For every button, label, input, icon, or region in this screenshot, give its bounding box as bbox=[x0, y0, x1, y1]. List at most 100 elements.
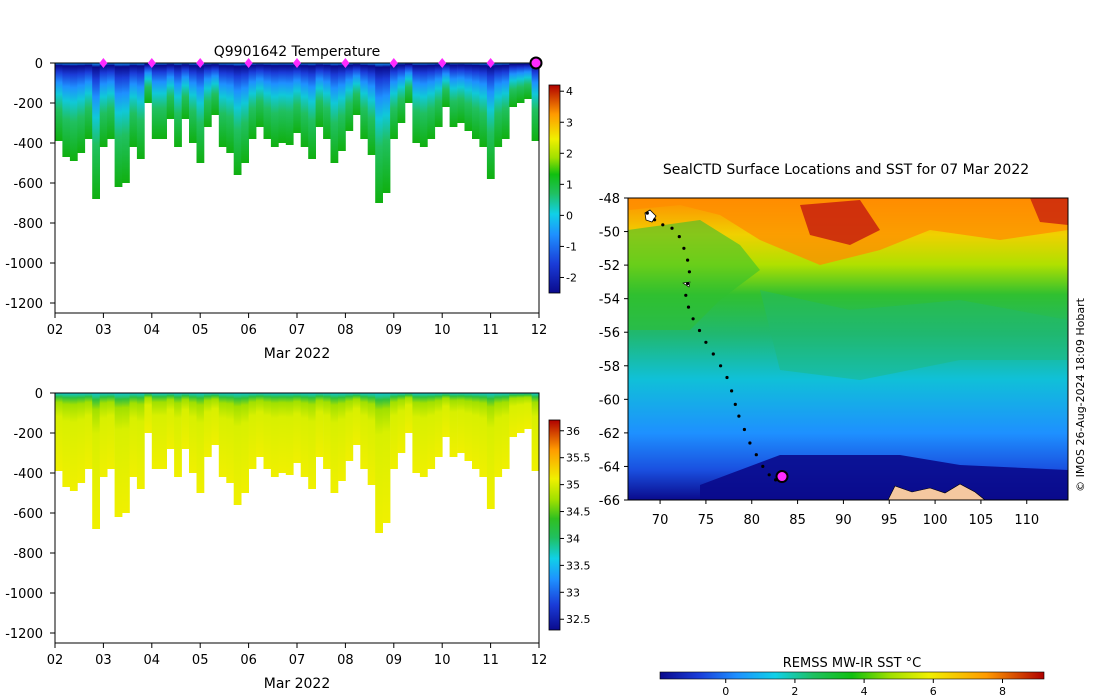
colorbar-tick-label: 33.5 bbox=[566, 559, 591, 572]
profile-column bbox=[122, 63, 130, 183]
profile-column bbox=[77, 393, 86, 483]
x-tick-label: 12 bbox=[531, 323, 548, 338]
profile-column bbox=[479, 393, 488, 477]
sst-cold-band bbox=[700, 455, 1068, 500]
profile-column bbox=[99, 393, 108, 477]
profile-column bbox=[412, 63, 421, 143]
y-tick-label: -600 bbox=[13, 507, 43, 522]
profile-column bbox=[129, 63, 138, 147]
profile-column bbox=[129, 393, 138, 477]
surface-marker bbox=[147, 58, 156, 68]
profile-column bbox=[531, 393, 540, 471]
profile-column bbox=[390, 393, 398, 469]
profile-column bbox=[181, 393, 190, 449]
map-x-tick-label: 110 bbox=[1014, 513, 1039, 528]
x-tick-label: 03 bbox=[95, 653, 112, 668]
profile-column bbox=[486, 63, 495, 179]
profile-column bbox=[427, 63, 436, 139]
sst-hot-patch bbox=[800, 200, 880, 245]
y-tick-label: -400 bbox=[13, 137, 43, 152]
profile-column bbox=[382, 393, 391, 523]
profile-column bbox=[226, 63, 235, 153]
y-tick-label: -1000 bbox=[5, 257, 43, 272]
track-point bbox=[767, 473, 771, 477]
profile-column bbox=[442, 393, 450, 437]
profile-column bbox=[293, 393, 302, 463]
x-tick-label: 05 bbox=[192, 653, 209, 668]
y-tick-label: -600 bbox=[13, 177, 43, 192]
profile-column bbox=[159, 393, 167, 469]
profile-column bbox=[345, 393, 354, 461]
profile-column bbox=[122, 393, 130, 513]
colorbar-tick-label: 35 bbox=[566, 479, 580, 492]
profile-column bbox=[494, 393, 503, 477]
track-point bbox=[730, 389, 734, 393]
profile-column bbox=[218, 393, 227, 477]
sst-colorbar-ticks: 0 2 4 6 8 bbox=[722, 679, 1006, 698]
profile-column bbox=[352, 393, 361, 445]
profile-column bbox=[278, 63, 287, 143]
map-x-tick-label: 105 bbox=[969, 513, 994, 528]
y-tick-label: -1200 bbox=[5, 627, 43, 642]
map-x-tick-label: 95 bbox=[881, 513, 898, 528]
x-tick-label: 06 bbox=[240, 323, 257, 338]
y-tick-label: 0 bbox=[35, 57, 43, 72]
profile-column bbox=[501, 63, 510, 139]
profile-column bbox=[457, 393, 465, 453]
current-position-marker bbox=[529, 56, 543, 70]
colorbar-tick-label: 35.5 bbox=[566, 452, 591, 465]
profile-column bbox=[248, 63, 257, 139]
salinity-profiles bbox=[55, 393, 540, 533]
profile-column bbox=[501, 393, 510, 469]
profile-column bbox=[62, 63, 71, 157]
sst-map-panel: SealCTD Surface Locations and SST for 07… bbox=[599, 162, 1087, 698]
sst-colorbar-tick-label: 2 bbox=[791, 685, 798, 698]
profile-column bbox=[367, 63, 376, 155]
profile-column bbox=[464, 393, 473, 461]
map-x-tick-label: 70 bbox=[652, 513, 669, 528]
x-tick-label: 09 bbox=[386, 653, 403, 668]
track-point bbox=[704, 340, 708, 344]
colorbar-tick-label: -2 bbox=[566, 271, 577, 284]
track-point bbox=[684, 293, 688, 297]
x-tick-label: 10 bbox=[434, 653, 451, 668]
profile-column bbox=[136, 63, 145, 159]
profile-column bbox=[114, 393, 123, 517]
profile-column bbox=[285, 393, 294, 475]
x-tick-label: 12 bbox=[531, 653, 548, 668]
profile-column bbox=[352, 63, 361, 115]
sst-colorbar-label: REMSS MW-IR SST °C bbox=[783, 656, 922, 671]
profile-column bbox=[211, 63, 220, 115]
profile-column bbox=[233, 63, 242, 175]
y-tick-label: -1000 bbox=[5, 587, 43, 602]
profile-column bbox=[345, 63, 354, 131]
surface-marker bbox=[244, 58, 253, 68]
profile-column bbox=[323, 393, 331, 469]
x-tick-label: 02 bbox=[47, 653, 64, 668]
profile-column bbox=[300, 63, 309, 147]
profile-column bbox=[494, 63, 503, 147]
x-tick-label: 03 bbox=[95, 323, 112, 338]
seal-current-position bbox=[775, 470, 789, 484]
temperature-panel: Q9901642 Temperature 0 -200 -400 -600 -800 -1… bbox=[5, 44, 577, 362]
profile-column bbox=[442, 63, 450, 107]
track-point bbox=[682, 246, 686, 250]
surface-marker bbox=[438, 58, 447, 68]
temperature-x-axis: 02 03 04 05 06 07 08 09 10 11 12 bbox=[47, 313, 548, 338]
map-y-tick-label: -66 bbox=[599, 494, 620, 509]
temperature-profiles bbox=[55, 63, 540, 203]
profile-column bbox=[55, 63, 63, 141]
track-point bbox=[725, 375, 729, 380]
colorbar-tick-label: 1 bbox=[566, 178, 573, 191]
profile-column bbox=[509, 63, 517, 107]
surface-markers bbox=[99, 56, 543, 70]
map-y-tick-label: -54 bbox=[599, 293, 620, 308]
salinity-colorbar bbox=[548, 419, 561, 631]
x-tick-label: 04 bbox=[144, 323, 161, 338]
profile-column bbox=[524, 393, 532, 429]
y-tick-label: -200 bbox=[13, 97, 43, 112]
profile-column bbox=[174, 63, 182, 147]
profile-column bbox=[449, 63, 458, 127]
profile-column bbox=[144, 63, 153, 103]
sst-colorbar-tick-label: 4 bbox=[861, 685, 868, 698]
